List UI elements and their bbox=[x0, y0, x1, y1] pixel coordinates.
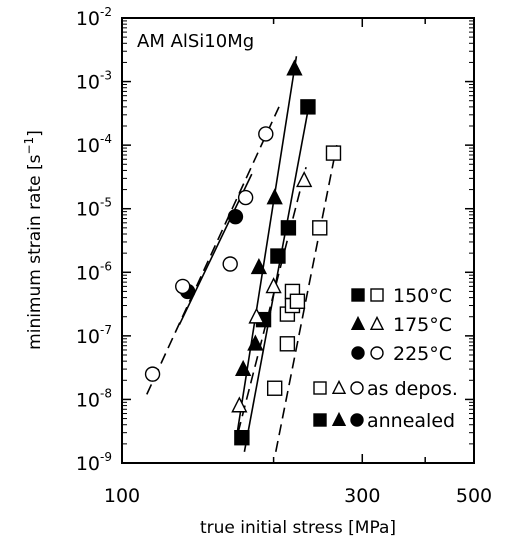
fit-line bbox=[237, 166, 307, 433]
legend-state-label: annealed bbox=[367, 410, 455, 432]
legend-state-circle bbox=[350, 413, 364, 427]
data-point bbox=[325, 145, 342, 161]
data-point bbox=[286, 59, 303, 76]
y-tick-label: 10-5 bbox=[76, 196, 112, 221]
y-tick-label-base: 10 bbox=[76, 326, 100, 348]
data-point bbox=[280, 220, 297, 236]
y-tick-label: 10-4 bbox=[76, 132, 112, 157]
y-tick-label-exponent: -6 bbox=[100, 259, 112, 273]
legend-state-triangle bbox=[331, 379, 347, 394]
data-point bbox=[270, 248, 286, 264]
y-axis-label-end: ] bbox=[25, 130, 45, 137]
data-point bbox=[279, 336, 296, 352]
data-points bbox=[144, 59, 342, 446]
y-tick-label-exponent: -3 bbox=[100, 69, 112, 83]
data-point bbox=[312, 220, 328, 236]
plot-frame bbox=[121, 17, 475, 464]
data-point bbox=[227, 208, 244, 225]
legend-label: 150°C bbox=[393, 285, 452, 307]
y-tick-label-base: 10 bbox=[76, 199, 100, 221]
data-point bbox=[247, 334, 264, 351]
y-tick-label-exponent: -9 bbox=[100, 450, 112, 464]
x-tick-label: 300 bbox=[344, 485, 380, 507]
legend-marker-filled bbox=[351, 346, 365, 360]
legend-marker-open bbox=[369, 315, 385, 330]
y-tick-label-exponent: -7 bbox=[100, 323, 112, 337]
fit-line bbox=[234, 56, 298, 444]
data-point bbox=[231, 396, 248, 413]
y-tick-label-exponent: -2 bbox=[100, 5, 112, 19]
data-point bbox=[175, 278, 191, 295]
legend-label: 175°C bbox=[393, 314, 452, 336]
y-tick-label: 10-7 bbox=[76, 323, 112, 348]
legend-state-square bbox=[313, 413, 327, 427]
y-axis-label-sup: −1 bbox=[22, 137, 36, 155]
y-tick-label: 10-6 bbox=[76, 259, 112, 284]
fit-line bbox=[274, 144, 338, 452]
data-point bbox=[258, 126, 274, 142]
y-tick-label: 10-8 bbox=[76, 386, 112, 411]
y-tick-label-exponent: -8 bbox=[100, 386, 112, 400]
x-axis-label: true initial stress [MPa] bbox=[200, 518, 396, 538]
data-point bbox=[248, 307, 265, 324]
data-point bbox=[144, 366, 161, 382]
y-tick-label: 10-9 bbox=[76, 450, 112, 475]
legend-state-square bbox=[313, 381, 327, 395]
legend-label: 225°C bbox=[393, 343, 452, 365]
x-tick-label: 500 bbox=[456, 485, 492, 507]
y-tick-label-base: 10 bbox=[76, 72, 100, 94]
data-point bbox=[250, 257, 268, 275]
legend-marker-open bbox=[370, 346, 384, 360]
legend: 150°C 175°C 225°C as depos. annealed bbox=[313, 285, 458, 432]
y-tick-label-exponent: -4 bbox=[100, 132, 112, 146]
legend-state-circle bbox=[350, 381, 364, 395]
panel-title: AM AlSi10Mg bbox=[137, 31, 254, 52]
y-axis-label-main: minimum strain rate [s bbox=[25, 154, 45, 349]
data-point bbox=[222, 256, 238, 272]
data-point bbox=[266, 380, 283, 396]
legend-marker-filled bbox=[350, 315, 366, 330]
data-point bbox=[300, 99, 316, 115]
data-point bbox=[234, 430, 250, 446]
y-tick-label-exponent: -5 bbox=[100, 196, 112, 210]
y-tick-label-base: 10 bbox=[76, 8, 100, 30]
fit-line bbox=[146, 106, 280, 395]
x-tick-label: 100 bbox=[104, 485, 140, 507]
data-point bbox=[235, 359, 252, 376]
axis-ticks bbox=[121, 17, 475, 464]
data-point bbox=[265, 277, 282, 294]
legend-state-triangle bbox=[331, 411, 347, 426]
y-tick-label: 10-2 bbox=[76, 5, 112, 30]
y-tick-label: 10-3 bbox=[76, 69, 112, 94]
y-tick-label-base: 10 bbox=[76, 389, 100, 411]
legend-marker-filled bbox=[351, 288, 365, 302]
y-tick-label-base: 10 bbox=[76, 453, 100, 475]
y-axis-label: minimum strain rate [s−1] bbox=[22, 130, 45, 350]
fit-line bbox=[243, 100, 311, 452]
legend-marker-open bbox=[370, 288, 384, 302]
legend-state-label: as depos. bbox=[367, 378, 458, 400]
y-tick-label-base: 10 bbox=[76, 262, 100, 284]
data-point bbox=[266, 188, 283, 205]
data-point bbox=[289, 293, 306, 309]
fit-lines bbox=[146, 56, 338, 452]
y-tick-label-base: 10 bbox=[76, 135, 100, 157]
data-point bbox=[237, 189, 254, 206]
data-point bbox=[296, 171, 313, 188]
